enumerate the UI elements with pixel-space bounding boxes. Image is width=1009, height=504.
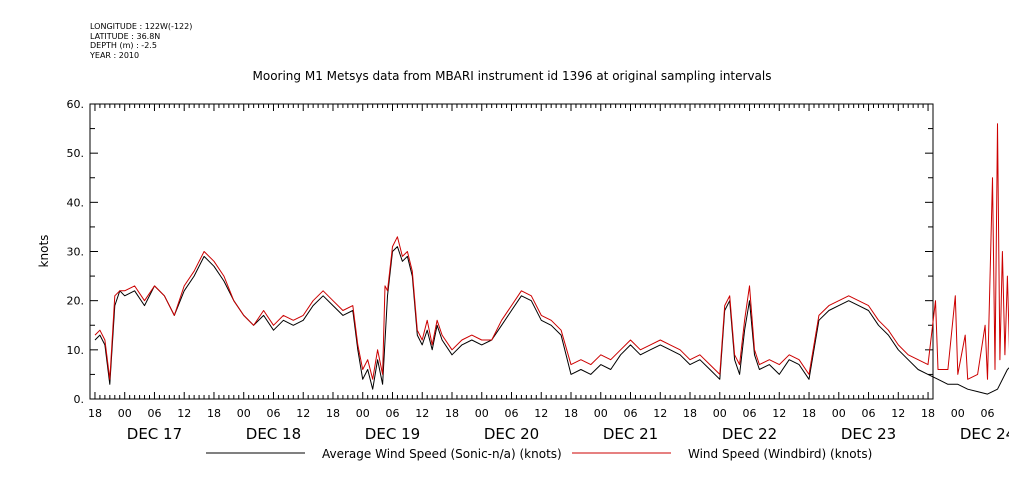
x-hour-label: 12 bbox=[534, 407, 548, 420]
x-hour-label: 18 bbox=[326, 407, 340, 420]
x-hour-label: 12 bbox=[415, 407, 429, 420]
x-hour-label: 18 bbox=[207, 407, 221, 420]
x-hour-label: 06 bbox=[981, 407, 995, 420]
series-lines bbox=[94, 123, 1009, 395]
x-hour-label: 06 bbox=[743, 407, 757, 420]
x-hour-label: 18 bbox=[921, 407, 935, 420]
x-hour-label: 00 bbox=[951, 407, 965, 420]
y-axis-label: knots bbox=[37, 235, 51, 268]
x-hour-label: 18 bbox=[445, 407, 459, 420]
x-hour-label: 18 bbox=[683, 407, 697, 420]
x-day-label: DEC 24 bbox=[960, 425, 1009, 443]
x-day-label: DEC 23 bbox=[841, 425, 896, 443]
x-hour-label: 06 bbox=[505, 407, 519, 420]
x-hour-label: 12 bbox=[296, 407, 310, 420]
y-tick-label: 40. bbox=[67, 196, 85, 209]
latitude-text: LATITUDE : 36.8N bbox=[90, 31, 161, 41]
axis-ticks bbox=[89, 103, 934, 400]
x-hour-label: 00 bbox=[118, 407, 132, 420]
y-tick-label: 20. bbox=[67, 295, 85, 308]
x-hour-label: 06 bbox=[862, 407, 876, 420]
x-hour-label: 00 bbox=[475, 407, 489, 420]
x-hour-label: 00 bbox=[237, 407, 251, 420]
x-hour-label: 12 bbox=[891, 407, 905, 420]
x-hour-label: 06 bbox=[147, 407, 161, 420]
x-hour-label: 12 bbox=[177, 407, 191, 420]
legend: Average Wind Speed (Sonic-n/a) (knots) W… bbox=[206, 447, 872, 461]
longitude-text: LONGITUDE : 122W(-122) bbox=[90, 22, 193, 31]
y-tick-label: 60. bbox=[67, 98, 85, 111]
x-hour-label: 06 bbox=[385, 407, 399, 420]
x-day-label: DEC 22 bbox=[722, 425, 777, 443]
x-hour-label: 00 bbox=[713, 407, 727, 420]
year-text: YEAR : 2010 bbox=[90, 50, 140, 60]
x-day-label: DEC 18 bbox=[246, 425, 301, 443]
y-tick-labels: 0. 10. 20. 30. 40. 50. 60. bbox=[67, 98, 85, 406]
x-day-label: DEC 20 bbox=[484, 425, 539, 443]
x-hour-label: 18 bbox=[564, 407, 578, 420]
x-hour-label: 06 bbox=[266, 407, 280, 420]
x-hour-label: 18 bbox=[802, 407, 816, 420]
x-hour-label: 12 bbox=[772, 407, 786, 420]
x-day-label: DEC 19 bbox=[365, 425, 420, 443]
x-hour-label: 00 bbox=[832, 407, 846, 420]
x-day-label: DEC 17 bbox=[127, 425, 182, 443]
series-line-average-wind bbox=[94, 246, 1009, 395]
x-hour-label: 18 bbox=[88, 407, 102, 420]
x-hour-label: 00 bbox=[594, 407, 608, 420]
y-tick-label: 50. bbox=[67, 147, 85, 160]
x-hour-label: 12 bbox=[653, 407, 667, 420]
legend-label-windbird: Wind Speed (Windbird) (knots) bbox=[688, 447, 872, 461]
chart-title: Mooring M1 Metsys data from MBARI instru… bbox=[253, 69, 772, 83]
x-hour-label: 06 bbox=[624, 407, 638, 420]
depth-text: DEPTH (m) : -2.5 bbox=[90, 41, 157, 50]
y-tick-label: 30. bbox=[67, 246, 85, 259]
legend-label-average: Average Wind Speed (Sonic-n/a) (knots) bbox=[322, 447, 562, 461]
y-tick-label: 10. bbox=[67, 344, 85, 357]
x-hour-label: 00 bbox=[356, 407, 370, 420]
plot-frame bbox=[89, 103, 934, 400]
x-tick-labels: 18 00 06 12 18 00 06 12 18 00 06 12 18 00 06 12 18 00 06 12… bbox=[88, 407, 1009, 443]
x-day-label: DEC 21 bbox=[603, 425, 658, 443]
y-tick-label: 0. bbox=[74, 393, 85, 406]
series-line-windbird bbox=[94, 123, 1009, 380]
metadata-block: LONGITUDE : 122W(-122) LATITUDE : 36.8N … bbox=[90, 22, 192, 60]
